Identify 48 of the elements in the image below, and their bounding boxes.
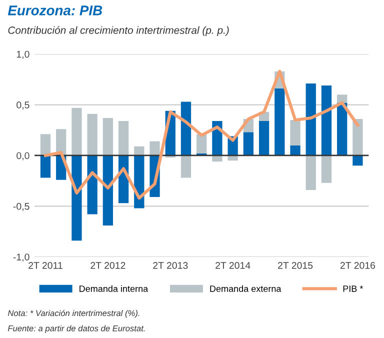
bar xyxy=(321,155,332,183)
y-tick-label: 0,5 xyxy=(16,102,30,110)
y-tick-label: -1,0 xyxy=(13,254,30,262)
bar xyxy=(134,146,144,156)
chart-subtitle: Contribución al crecimiento intertrimestral (p. p.) xyxy=(8,26,229,36)
legend-label: Demanda externa xyxy=(210,285,282,292)
x-tick-label: 2T 2016 xyxy=(340,262,376,269)
bar xyxy=(118,121,129,156)
x-tick-label: 2T 2014 xyxy=(216,262,250,269)
bar xyxy=(150,141,160,156)
line-series xyxy=(44,70,360,200)
y-tick-label: 0,0 xyxy=(16,152,30,160)
bar xyxy=(306,83,316,156)
bar xyxy=(306,155,316,190)
bar xyxy=(274,88,285,156)
chart-title: Eurozona: PIB xyxy=(8,6,102,16)
x-tick-label: 2T 2015 xyxy=(278,262,313,269)
bar xyxy=(290,120,300,146)
legend-label: PIB * xyxy=(343,286,364,292)
bar xyxy=(87,114,98,156)
bar xyxy=(196,134,207,154)
y-tick-label: -0,5 xyxy=(13,202,30,211)
bar xyxy=(102,118,114,156)
bar xyxy=(321,86,332,156)
bar xyxy=(87,155,98,214)
bar xyxy=(228,155,238,161)
bar xyxy=(212,155,222,162)
bar xyxy=(102,155,114,226)
bar xyxy=(290,145,300,156)
bar xyxy=(337,102,348,156)
bar xyxy=(337,94,348,103)
bar xyxy=(258,121,270,156)
bar xyxy=(40,134,51,156)
x-tick-label: 2T 2012 xyxy=(90,262,126,269)
x-tick-label: 2T 2011 xyxy=(28,262,62,269)
bar xyxy=(40,155,51,178)
bar xyxy=(72,108,82,156)
legend-label: Demanda interna xyxy=(80,285,148,292)
bar xyxy=(180,102,192,156)
bar xyxy=(72,155,82,241)
bar xyxy=(352,118,363,156)
bar xyxy=(352,155,363,166)
bar xyxy=(180,155,192,178)
text: Nota: * Variación intertrimestral (%). xyxy=(8,310,140,318)
source-note: Fuente: a partir de datos de Eurostat. xyxy=(8,325,145,333)
y-tick-label: 1,0 xyxy=(16,50,30,59)
bar xyxy=(243,132,254,156)
x-tick-label: 2T 2013 xyxy=(153,262,188,269)
